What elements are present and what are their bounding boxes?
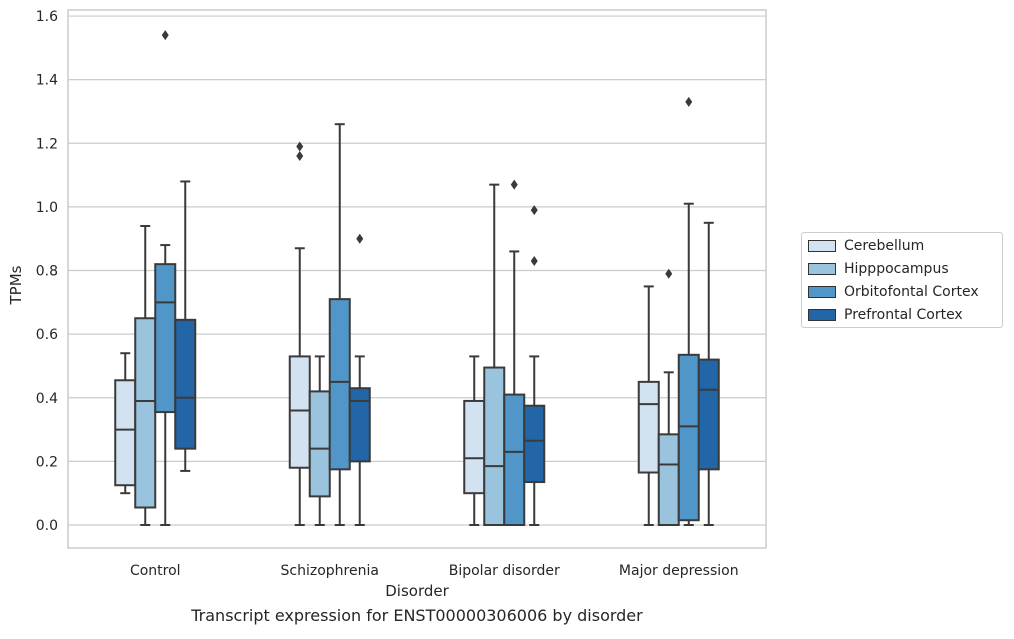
- outlier-point: [161, 30, 169, 41]
- legend-label: Cerebellum: [844, 238, 925, 254]
- box-iqr: [288, 355, 311, 469]
- box-2-1: [483, 183, 506, 526]
- legend-swatch-prefrontal: [808, 309, 836, 321]
- y-tick-label: 1.6: [36, 9, 58, 25]
- legend-item-hippocampus: Hipppocampus: [808, 259, 949, 279]
- legend-swatch-orbitofrontal: [808, 286, 836, 298]
- box-iqr: [154, 263, 177, 414]
- y-axis-label: TPMs: [7, 265, 25, 305]
- box-iqr: [308, 390, 331, 498]
- y-tick-label: 1.4: [36, 73, 58, 89]
- plot-frame: [67, 9, 767, 549]
- y-tick-label: 1.2: [36, 136, 58, 152]
- box-iqr: [463, 399, 486, 495]
- outlier-point: [685, 96, 693, 107]
- box-1-1: [308, 355, 331, 526]
- box-1-2: [328, 123, 351, 526]
- y-tick-label: 0.4: [36, 391, 58, 407]
- x-tick-label: Bipolar disorder: [449, 563, 560, 579]
- legend: Cerebellum Hipppocampus Orbitofontal Cor…: [801, 232, 1003, 328]
- y-tick-label: 1.0: [36, 200, 58, 216]
- box-0-0: [114, 352, 137, 495]
- box-3-3: [697, 221, 720, 526]
- outlier-point: [296, 151, 304, 162]
- box-iqr: [114, 379, 137, 487]
- box-0-2: [154, 30, 177, 526]
- figure-caption: Transcript expression for ENST0000030600…: [191, 606, 643, 625]
- box-3-1: [657, 268, 680, 526]
- legend-item-orbitofrontal: Orbitofontal Cortex: [808, 282, 979, 302]
- box-iqr: [483, 366, 506, 526]
- box-iqr: [697, 358, 720, 471]
- x-tick-label: Control: [130, 563, 181, 579]
- outlier-point: [665, 268, 673, 279]
- box-0-3: [174, 180, 197, 472]
- box-iqr: [134, 317, 157, 509]
- box-2-2: [503, 179, 526, 527]
- outlier-point: [510, 179, 518, 190]
- legend-label: Prefrontal Cortex: [844, 307, 963, 323]
- box-iqr: [174, 318, 197, 450]
- y-tick-label: 0.0: [36, 518, 58, 534]
- box-iqr: [657, 433, 680, 526]
- box-iqr: [348, 387, 371, 463]
- y-tick-label: 0.8: [36, 264, 58, 280]
- outlier-point: [296, 141, 304, 152]
- y-tick-label: 0.2: [36, 454, 58, 470]
- box-iqr: [677, 353, 700, 522]
- x-tick-label: Schizophrenia: [281, 563, 379, 579]
- outlier-point: [356, 233, 364, 244]
- box-1-0: [288, 141, 311, 526]
- legend-swatch-cerebellum: [808, 240, 836, 252]
- box-iqr: [503, 393, 526, 527]
- box-1-3: [348, 233, 371, 526]
- legend-label: Hipppocampus: [844, 261, 949, 277]
- y-tick-label: 0.6: [36, 327, 58, 343]
- box-iqr: [523, 404, 546, 484]
- outlier-point: [530, 205, 538, 216]
- box-3-2: [677, 96, 700, 526]
- legend-swatch-hippocampus: [808, 263, 836, 275]
- box-2-0: [463, 355, 486, 526]
- box-iqr: [328, 298, 351, 471]
- box-2-3: [523, 205, 546, 526]
- legend-item-prefrontal: Prefrontal Cortex: [808, 305, 963, 325]
- box-3-0: [637, 285, 660, 526]
- legend-label: Orbitofontal Cortex: [844, 284, 979, 300]
- x-axis-label: Disorder: [385, 582, 449, 600]
- legend-item-cerebellum: Cerebellum: [808, 236, 924, 256]
- x-tick-label: Major depression: [619, 563, 739, 579]
- box-iqr: [637, 380, 660, 474]
- outlier-point: [530, 255, 538, 266]
